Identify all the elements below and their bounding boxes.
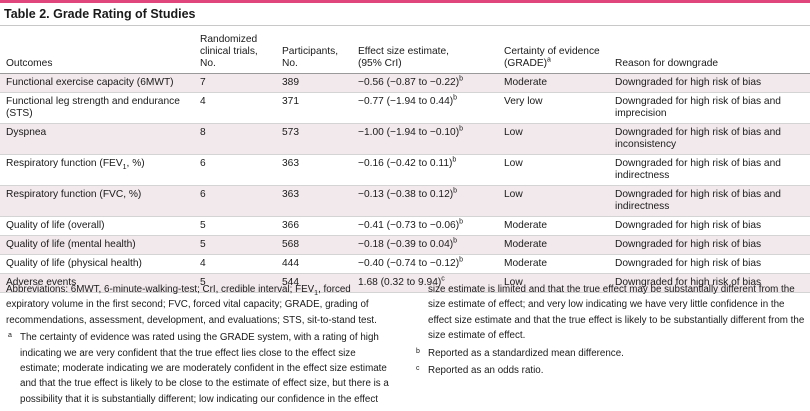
participants-cell: 363 — [282, 188, 299, 200]
effect-cell: 1.68 (0.32 to 9.94)c — [358, 275, 445, 288]
effect-cell: −0.77 (−1.94 to 0.44)b — [358, 94, 458, 107]
reason-cell: Downgraded for high risk of bias and indi… — [615, 188, 781, 212]
participants-cell: 371 — [282, 95, 299, 107]
trials-cell: 6 — [200, 157, 206, 169]
reason-cell: Downgraded for high risk of bias — [615, 257, 762, 269]
table-row: Adverse events 5 544 1.68 (0.32 to 9.94)… — [0, 273, 810, 292]
table-title: Table 2. Grade Rating of Studies — [4, 7, 196, 21]
reason-cell: Downgraded for high risk of bias — [615, 276, 762, 288]
trials-cell: 8 — [200, 126, 206, 138]
outcome-cell: Respiratory function (FEV1, %) — [6, 157, 145, 171]
abbreviations-note: Abbreviations: 6MWT, 6-minute-walking-te… — [6, 284, 377, 326]
trials-cell: 4 — [200, 95, 206, 107]
certainty-cell: Low — [504, 126, 523, 138]
certainty-cell: Moderate — [504, 238, 548, 250]
effect-cell: −0.40 (−0.74 to −0.12)b — [358, 256, 464, 269]
reason-cell: Downgraded for high risk of bias and impr… — [615, 95, 781, 119]
effect-cell: −0.41 (−0.73 to −0.06)b — [358, 218, 464, 231]
reason-cell: Downgraded for high risk of bias — [615, 76, 762, 88]
header-outcomes: Outcomes — [0, 27, 196, 74]
table-row: Functional leg strength and endurance (ST… — [0, 92, 810, 123]
header-row: Outcomes Randomized clinical trials, No.… — [0, 27, 810, 74]
reason-cell: Downgraded for high risk of bias and inco… — [615, 126, 781, 150]
effect-cell: −1.00 (−1.94 to −0.10)b — [358, 125, 464, 138]
certainty-cell: Very low — [504, 95, 543, 107]
effect-cell: −0.13 (−0.38 to 0.12)b — [358, 187, 458, 200]
certainty-cell: Moderate — [504, 257, 548, 269]
certainty-cell: Low — [504, 157, 523, 169]
grade-table: Outcomes Randomized clinical trials, No.… — [0, 27, 810, 293]
certainty-cell: Moderate — [504, 219, 548, 231]
participants-cell: 389 — [282, 76, 299, 88]
table-row: Quality of life (physical health) 4 444 … — [0, 254, 810, 273]
table-row: Dyspnea 8 573 −1.00 (−1.94 to −0.10)b Lo… — [0, 123, 810, 154]
certainty-cell: Low — [504, 188, 523, 200]
table-row: Quality of life (mental health) 5 568 −0… — [0, 235, 810, 254]
effect-cell: −0.56 (−0.87 to −0.22)b — [358, 75, 464, 88]
trials-cell: 6 — [200, 188, 206, 200]
participants-cell: 444 — [282, 257, 299, 269]
table-row: Quality of life (overall) 5 366 −0.41 (−… — [0, 216, 810, 235]
reason-cell: Downgraded for high risk of bias and indi… — [615, 157, 781, 181]
trials-cell: 5 — [200, 238, 206, 250]
participants-cell: 363 — [282, 157, 299, 169]
outcome-cell: Quality of life (physical health) — [6, 257, 142, 269]
participants-cell: 366 — [282, 219, 299, 231]
footnote-a-continued: size estimate is limited and that the tr… — [428, 284, 805, 342]
header-certainty: Certainty of evidence (GRADE)a — [500, 27, 611, 74]
trials-cell: 7 — [200, 76, 206, 88]
header-trials: Randomized clinical trials, No. — [196, 27, 278, 74]
outcome-cell: Quality of life (overall) — [6, 219, 105, 231]
certainty-cell: Moderate — [504, 76, 548, 88]
trials-cell: 4 — [200, 257, 206, 269]
table-row: Respiratory function (FVC, %) 6 363 −0.1… — [0, 185, 810, 216]
table-row: Respiratory function (FEV1, %) 6 363 −0.… — [0, 154, 810, 185]
participants-cell: 544 — [282, 276, 299, 288]
trials-cell: 5 — [200, 276, 206, 288]
outcome-cell: Respiratory function (FVC, %) — [6, 188, 142, 200]
reason-cell: Downgraded for high risk of bias — [615, 219, 762, 231]
participants-cell: 573 — [282, 126, 299, 138]
footnote-c: c Reported as an odds ratio. — [416, 365, 544, 377]
outcome-cell: Adverse events — [6, 276, 77, 288]
footnote-b: b Reported as a standardized mean differe… — [416, 347, 624, 359]
outcome-cell: Functional exercise capacity (6MWT) — [6, 76, 174, 88]
certainty-cell: Low — [504, 276, 523, 288]
reason-cell: Downgraded for high risk of bias — [615, 238, 762, 250]
effect-cell: −0.16 (−0.42 to 0.11)b — [358, 156, 457, 169]
title-divider — [0, 25, 810, 26]
header-effect: Effect size estimate, (95% CrI) — [354, 27, 500, 74]
participants-cell: 568 — [282, 238, 299, 250]
header-participants: Participants, No. — [278, 27, 354, 74]
footnote-a: a The certainty of evidence was rated usi… — [8, 332, 389, 405]
outcome-cell: Functional leg strength and endurance (ST… — [6, 95, 180, 119]
table-row: Functional exercise capacity (6MWT) 7 38… — [0, 73, 810, 92]
outcome-cell: Quality of life (mental health) — [6, 238, 136, 250]
outcome-cell: Dyspnea — [6, 126, 47, 138]
table-notes-left: Abbreviations: 6MWT, 6-minute-walking-te… — [6, 282, 396, 407]
effect-cell: −0.18 (−0.39 to 0.04)b — [358, 237, 458, 250]
header-reason: Reason for downgrade — [611, 27, 810, 74]
accent-bar — [0, 0, 810, 3]
table-notes-right: size estimate is limited and that the tr… — [414, 282, 808, 378]
trials-cell: 5 — [200, 219, 206, 231]
